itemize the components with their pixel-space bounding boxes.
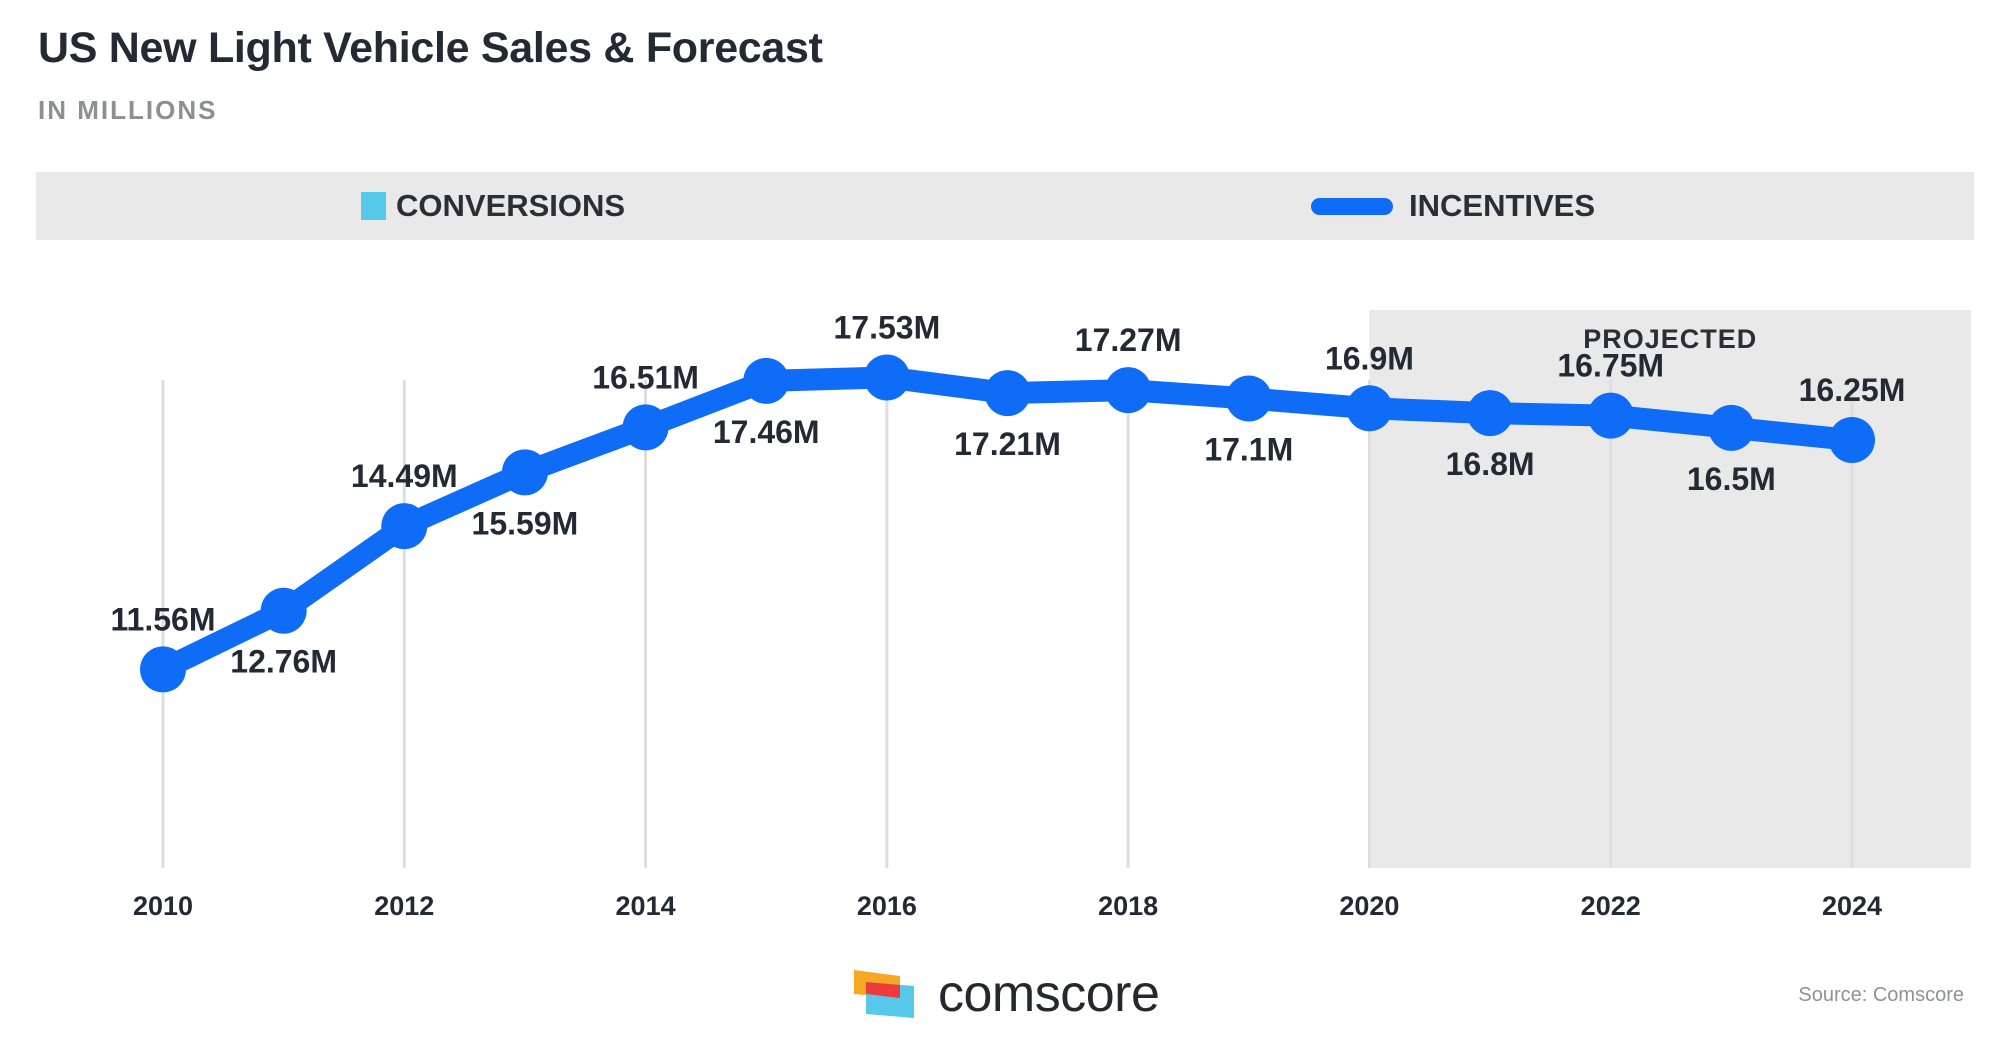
x-tick-label: 2024 bbox=[1822, 891, 1882, 921]
data-label: 16.25M bbox=[1799, 372, 1906, 408]
data-label: 16.8M bbox=[1446, 446, 1535, 482]
data-point bbox=[1105, 367, 1152, 414]
x-axis-ticks: 2010 2012 2014 2016 2018 2020 2022 2024 bbox=[133, 891, 1882, 921]
data-point bbox=[1587, 392, 1634, 439]
projected-label: PROJECTED bbox=[1583, 324, 1757, 354]
data-point bbox=[1829, 417, 1875, 464]
data-label: 15.59M bbox=[472, 505, 579, 541]
incentives-swatch-icon bbox=[1311, 197, 1393, 215]
gridlines bbox=[161, 380, 1854, 868]
data-label: 16.51M bbox=[592, 359, 699, 395]
data-label: 12.76M bbox=[230, 644, 337, 680]
legend-item-conversions: CONVERSIONS bbox=[361, 172, 625, 240]
data-point bbox=[984, 370, 1031, 417]
data-point bbox=[863, 354, 910, 401]
brand-name: comscore bbox=[938, 965, 1160, 1023]
data-point bbox=[1346, 385, 1393, 432]
x-tick-label: 2020 bbox=[1339, 891, 1399, 921]
x-tick-label: 2016 bbox=[857, 891, 917, 921]
conversions-swatch-icon bbox=[361, 192, 386, 220]
x-tick-label: 2022 bbox=[1581, 891, 1641, 921]
data-point bbox=[743, 357, 790, 404]
data-point bbox=[1467, 390, 1514, 437]
legend-label-incentives: INCENTIVES bbox=[1409, 188, 1596, 223]
x-tick-label: 2018 bbox=[1098, 891, 1158, 921]
data-label: 16.75M bbox=[1557, 348, 1664, 384]
legend: CONVERSIONS INCENTIVES bbox=[36, 172, 1974, 240]
data-label: 16.9M bbox=[1325, 340, 1414, 376]
data-label: 17.53M bbox=[833, 309, 940, 345]
data-labels: 11.56M 12.76M 14.49M 15.59M 16.51M 17.46M 17.5… bbox=[111, 309, 1906, 679]
data-label: 17.1M bbox=[1204, 431, 1293, 467]
data-label: 17.21M bbox=[954, 426, 1061, 462]
data-point bbox=[260, 587, 307, 634]
data-label: 17.27M bbox=[1075, 322, 1182, 358]
chart-subtitle: IN MILLIONS bbox=[38, 95, 218, 125]
legend-label-conversions: CONVERSIONS bbox=[396, 188, 626, 223]
data-label: 14.49M bbox=[351, 458, 458, 494]
data-point bbox=[381, 503, 428, 550]
source-note: Source: Comscore bbox=[1798, 984, 1964, 1006]
data-point bbox=[1708, 404, 1755, 451]
chart-title: US New Light Vehicle Sales & Forecast bbox=[38, 24, 823, 72]
data-points bbox=[140, 354, 1875, 693]
comscore-logo: comscore bbox=[852, 964, 1160, 1024]
x-tick-label: 2012 bbox=[374, 891, 434, 921]
legend-item-incentives: INCENTIVES bbox=[1311, 172, 1595, 240]
data-point bbox=[622, 404, 669, 451]
data-label: 11.56M bbox=[111, 601, 216, 637]
data-point bbox=[501, 449, 548, 496]
data-point bbox=[140, 646, 186, 693]
x-tick-label: 2014 bbox=[616, 891, 676, 921]
data-label: 17.46M bbox=[713, 414, 820, 450]
x-tick-label: 2010 bbox=[133, 891, 193, 921]
comscore-logo-icon bbox=[854, 970, 914, 1018]
data-label: 16.5M bbox=[1687, 461, 1776, 497]
data-point bbox=[1225, 375, 1272, 422]
